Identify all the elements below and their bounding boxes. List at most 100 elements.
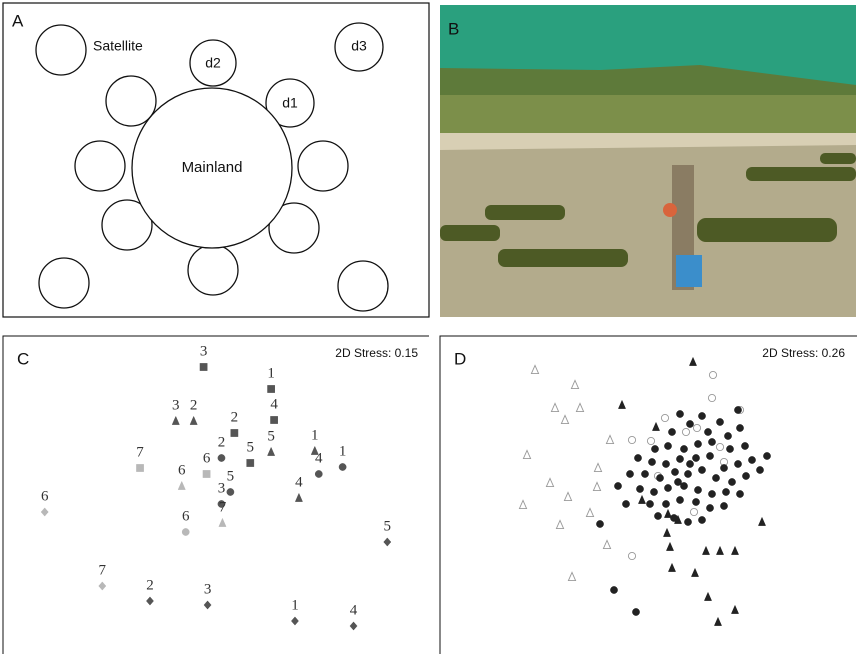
point	[698, 466, 706, 474]
point	[660, 413, 670, 423]
point	[680, 445, 688, 453]
panel-b: B	[440, 5, 856, 317]
point-label: 3	[218, 480, 226, 496]
point	[650, 488, 658, 496]
point	[674, 478, 682, 486]
point	[663, 527, 671, 537]
point	[689, 356, 697, 366]
point	[267, 385, 275, 393]
patch-circle	[38, 257, 90, 309]
point	[146, 596, 154, 606]
point	[716, 418, 724, 426]
point	[648, 458, 656, 466]
point	[664, 508, 672, 518]
point-label: 6	[203, 450, 211, 466]
point-label: 3	[172, 397, 180, 413]
point-label: 7	[136, 444, 144, 460]
point	[684, 470, 692, 478]
photo-vegetation	[440, 95, 856, 135]
point	[614, 482, 622, 490]
point	[652, 421, 660, 431]
point	[720, 502, 728, 510]
point	[622, 500, 630, 508]
point-label: 1	[267, 365, 275, 381]
point	[555, 519, 565, 530]
patch-circle	[297, 140, 349, 192]
point	[199, 363, 208, 371]
point-label: 1	[311, 427, 319, 443]
point	[706, 452, 714, 460]
point	[545, 477, 555, 488]
point	[98, 581, 107, 591]
photo-patch	[820, 153, 856, 164]
point	[694, 486, 702, 494]
point	[708, 370, 718, 380]
point	[270, 416, 278, 424]
stress-annotation: 2D Stress: 0.15	[335, 346, 418, 360]
point	[676, 410, 684, 418]
point	[668, 562, 676, 572]
point	[726, 445, 734, 453]
point	[618, 399, 626, 409]
point	[712, 474, 720, 482]
point	[605, 434, 615, 445]
point	[763, 452, 771, 460]
point	[634, 454, 642, 462]
point-label: 5	[267, 428, 275, 444]
point-label: 3	[204, 581, 212, 597]
point	[662, 460, 670, 468]
point-label: 2	[146, 577, 154, 593]
point	[592, 481, 602, 492]
point-label: 1	[339, 443, 347, 459]
point	[692, 454, 700, 462]
point	[291, 616, 299, 626]
photo-shade-cloth	[440, 5, 856, 85]
panel-label: A	[12, 11, 24, 30]
point-label: 2	[218, 434, 226, 450]
point	[716, 545, 724, 555]
point	[522, 449, 532, 460]
point	[670, 514, 678, 522]
point	[267, 446, 276, 456]
patch-circle	[74, 140, 126, 192]
d3-label: d3	[351, 38, 367, 54]
patch-circle	[189, 39, 237, 87]
point	[691, 567, 699, 577]
photo-patch	[498, 249, 628, 267]
point	[715, 442, 725, 452]
point	[654, 512, 662, 520]
point	[756, 466, 764, 474]
point	[734, 460, 742, 468]
panel-frame	[439, 335, 857, 654]
patch-circle	[187, 244, 239, 296]
point	[203, 600, 212, 610]
point	[181, 528, 190, 536]
point	[692, 423, 702, 433]
satellite-label: Satellite	[93, 38, 143, 54]
point	[636, 485, 644, 493]
patch-circle	[101, 199, 153, 251]
point	[714, 616, 722, 626]
point	[218, 517, 227, 527]
point	[641, 470, 649, 478]
point	[171, 415, 180, 425]
photo-bag	[676, 255, 702, 287]
point-label: 5	[384, 518, 392, 534]
point-label: 6	[41, 488, 49, 504]
point	[694, 440, 702, 448]
point	[686, 420, 694, 428]
point	[704, 591, 712, 601]
point-label: 7	[219, 499, 227, 515]
point	[706, 504, 714, 512]
point	[736, 424, 744, 432]
point	[189, 415, 198, 425]
point	[731, 545, 739, 555]
point	[651, 445, 659, 453]
point	[758, 516, 766, 526]
patch-circle	[105, 75, 157, 127]
panel-a: A Satellite d2 d3 d1 Mainland	[2, 2, 430, 318]
point	[294, 492, 303, 502]
point	[741, 442, 749, 450]
point	[596, 520, 604, 528]
point-label: 5	[247, 439, 255, 455]
